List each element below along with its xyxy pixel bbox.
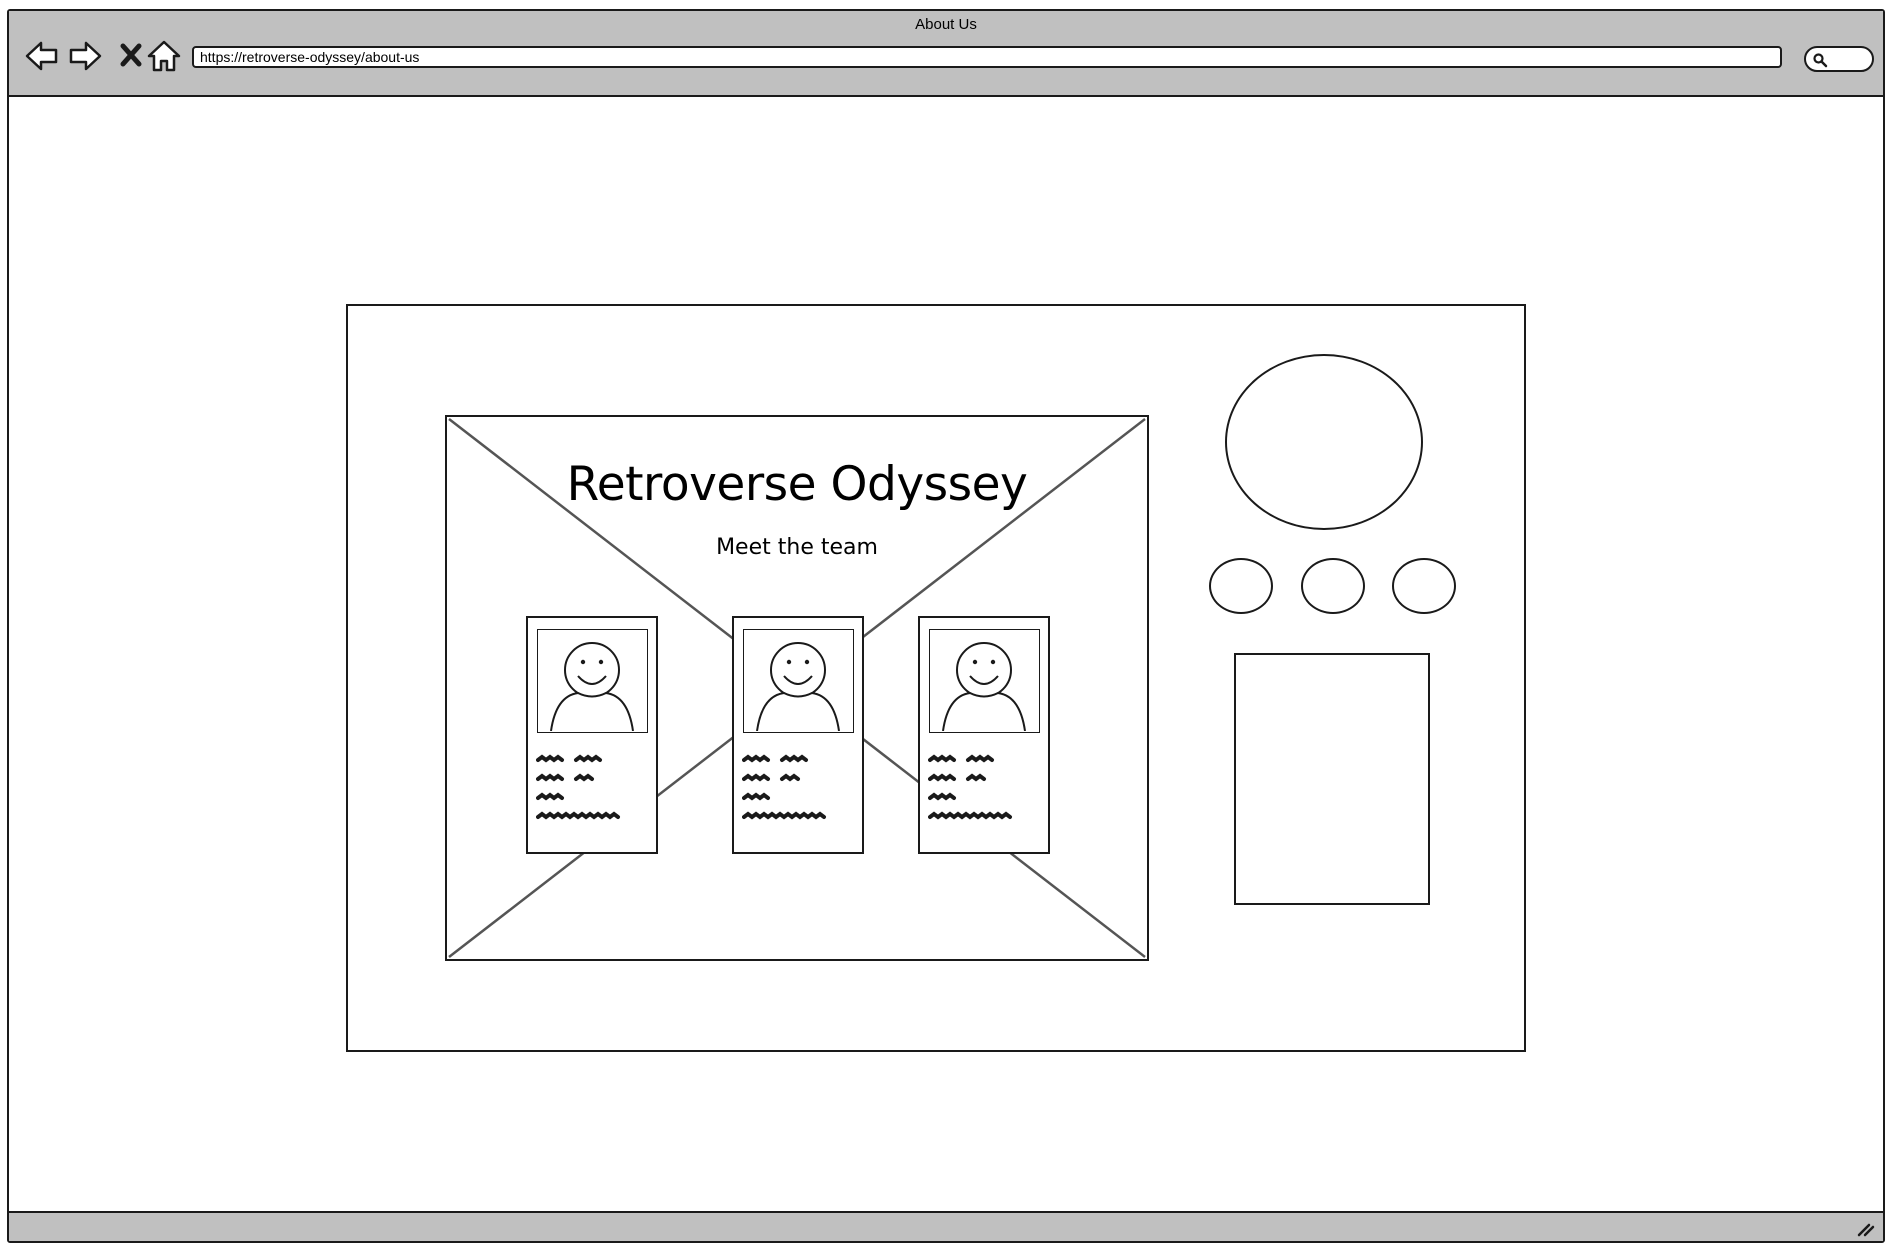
team-card[interactable] [918, 616, 1050, 854]
back-arrow-icon[interactable] [23, 37, 61, 75]
page-subtitle: Meet the team [716, 535, 878, 560]
team-member-photo [537, 629, 648, 733]
placeholder-text-scribble [928, 754, 1012, 820]
team-card[interactable] [732, 616, 864, 854]
placeholder-text-scribble [742, 754, 826, 820]
avatar-icon [942, 642, 1026, 732]
search-icon [1813, 53, 1828, 68]
small-circle-placeholder-2[interactable] [1301, 558, 1365, 614]
resize-grip-icon[interactable] [1855, 1219, 1875, 1237]
placeholder-text-scribble [536, 754, 620, 820]
small-circle-placeholder-1[interactable] [1209, 558, 1273, 614]
team-card[interactable] [526, 616, 658, 854]
address-bar[interactable]: https://retroverse-odyssey/about-us [192, 46, 1782, 68]
small-circle-placeholder-3[interactable] [1392, 558, 1456, 614]
avatar-icon [550, 642, 634, 732]
forward-arrow-icon[interactable] [66, 37, 104, 75]
browser-titlebar: About Us https://retroverse-odyssey/abou… [9, 11, 1883, 97]
home-icon[interactable] [145, 37, 183, 75]
browser-statusbar [9, 1211, 1883, 1241]
avatar-icon [756, 642, 840, 732]
search-button[interactable] [1804, 46, 1874, 72]
window-title: About Us [915, 16, 977, 33]
hero-image-placeholder: Retroverse Odyssey Meet the team [445, 415, 1149, 961]
page-title: Retroverse Odyssey [566, 457, 1028, 512]
close-x-icon[interactable] [113, 37, 151, 75]
team-member-photo [929, 629, 1040, 733]
team-member-photo [743, 629, 854, 733]
large-circle-placeholder [1225, 354, 1423, 530]
content-box-placeholder [1234, 653, 1430, 905]
